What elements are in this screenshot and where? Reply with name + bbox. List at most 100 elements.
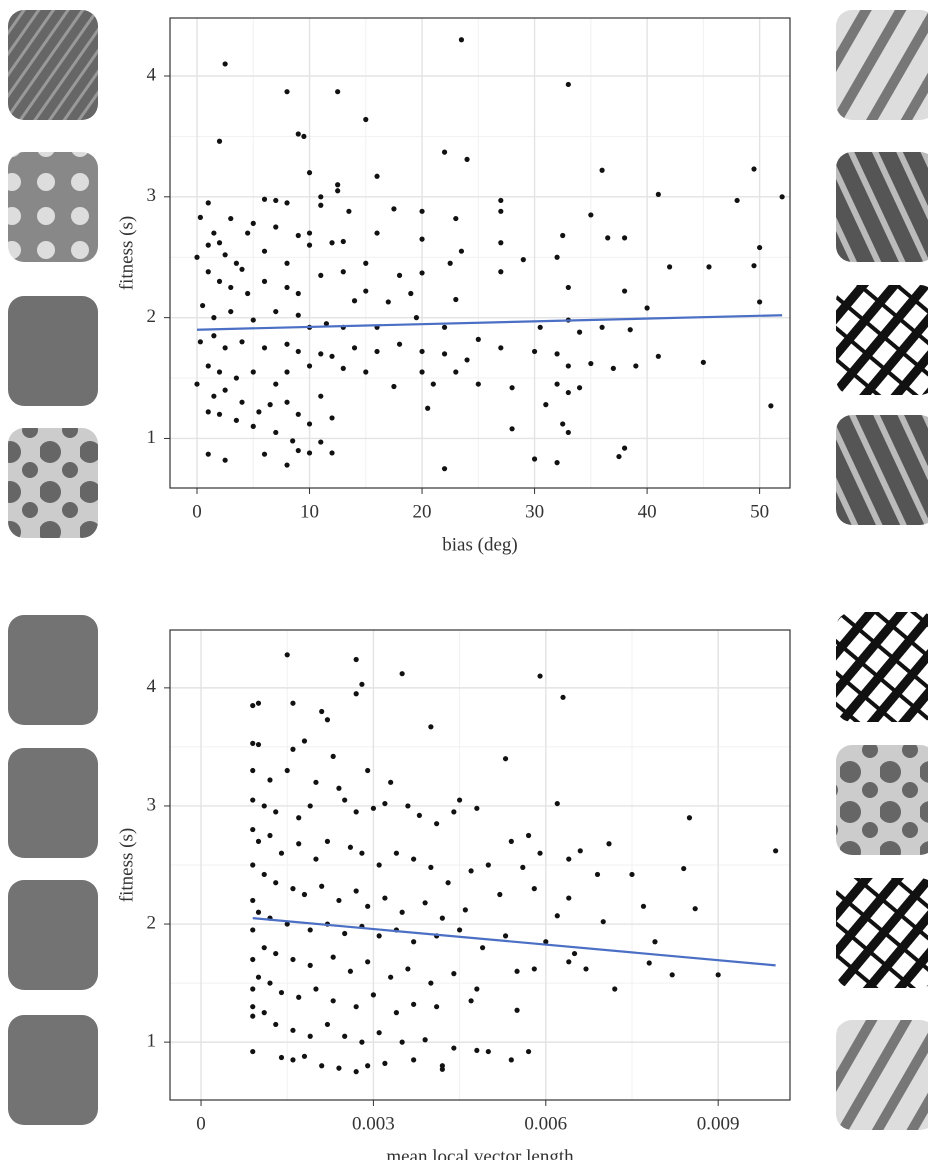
point [256, 409, 262, 415]
point [228, 308, 234, 315]
y-tick-label: 3 [147, 185, 157, 206]
point [255, 741, 262, 748]
point [353, 888, 359, 894]
point [250, 740, 256, 746]
point [301, 1053, 308, 1059]
point [498, 345, 504, 351]
point [336, 897, 342, 904]
point [342, 797, 348, 803]
point [222, 345, 228, 351]
point [340, 238, 346, 245]
y-tick-label: 2 [147, 306, 157, 327]
point [211, 393, 217, 399]
point [336, 785, 342, 791]
point [211, 315, 217, 321]
point [313, 779, 319, 785]
point [205, 409, 211, 415]
y-axis-title: fitness (s) [116, 828, 137, 902]
point [318, 272, 324, 278]
point [216, 278, 223, 284]
point [290, 886, 296, 892]
thumbnail [8, 1015, 98, 1125]
point [267, 832, 273, 839]
point [428, 980, 434, 986]
point [306, 363, 313, 369]
point [250, 220, 256, 226]
point [250, 956, 256, 963]
point [296, 815, 302, 821]
point [681, 865, 687, 872]
point [351, 345, 358, 351]
point [566, 856, 572, 862]
plot-border [169, 629, 791, 1101]
point [565, 363, 571, 369]
point [228, 284, 234, 291]
point [439, 1066, 445, 1072]
point [346, 208, 352, 214]
point [474, 1047, 480, 1054]
point [301, 891, 308, 898]
point [353, 809, 359, 815]
point [498, 208, 504, 214]
point [342, 930, 348, 937]
point [261, 278, 268, 284]
point [458, 248, 465, 254]
point [273, 1021, 279, 1028]
point [385, 299, 391, 305]
point [363, 369, 369, 375]
x-tick-label: 10 [300, 501, 319, 522]
point [485, 862, 491, 868]
point [537, 850, 543, 856]
point [290, 1057, 296, 1063]
point [233, 417, 239, 423]
point [245, 290, 251, 297]
point [290, 700, 296, 706]
point [255, 838, 262, 844]
point [295, 290, 301, 297]
plot-background [170, 18, 790, 488]
point [451, 809, 457, 815]
point [640, 903, 647, 909]
point [560, 232, 566, 239]
point [205, 242, 211, 248]
point [284, 200, 290, 206]
point [255, 909, 262, 915]
point [621, 288, 628, 294]
point [318, 393, 324, 399]
x-tick-label: 50 [750, 501, 769, 522]
point [330, 753, 336, 759]
point [560, 421, 566, 427]
point [566, 895, 572, 901]
point [336, 1065, 342, 1071]
x-tick-label: 0 [196, 1113, 206, 1134]
point [301, 738, 308, 744]
point [329, 240, 335, 246]
point [751, 263, 757, 269]
point [508, 838, 514, 844]
point [616, 453, 622, 460]
point [306, 421, 313, 427]
point [757, 244, 763, 251]
point [566, 959, 572, 965]
point [340, 269, 346, 275]
point [250, 797, 256, 803]
point [318, 202, 324, 208]
point [497, 891, 503, 898]
point [565, 81, 571, 88]
y-tick-label: 4 [147, 676, 157, 697]
point [335, 182, 341, 188]
point [509, 385, 515, 391]
point [396, 272, 403, 278]
point [211, 333, 217, 339]
point [365, 903, 371, 909]
point [250, 897, 256, 904]
point [422, 1037, 428, 1043]
point [514, 968, 520, 974]
point [216, 369, 223, 375]
point [502, 756, 509, 762]
point [479, 945, 486, 951]
x-tick-label: 30 [525, 501, 544, 522]
point [458, 37, 465, 43]
point [451, 1045, 457, 1051]
